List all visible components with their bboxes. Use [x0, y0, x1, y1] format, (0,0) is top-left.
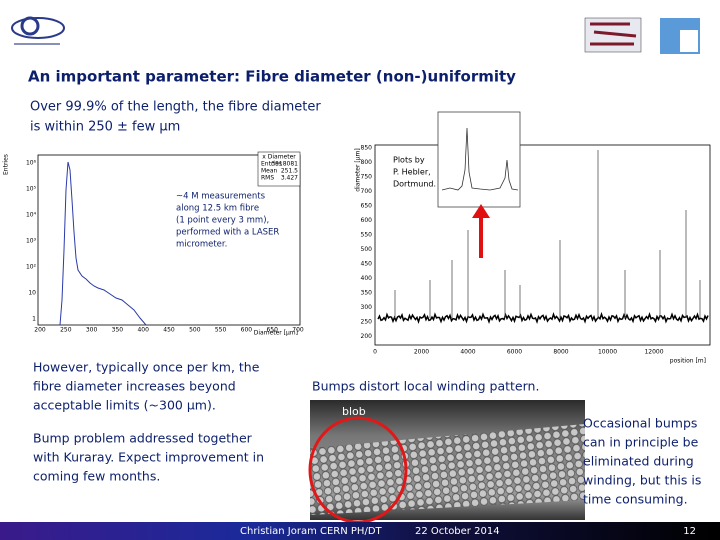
plot-frame	[374, 144, 711, 346]
x-tick-label: 200	[34, 327, 46, 334]
stats-value: 3.427	[281, 175, 298, 182]
logo-scifi	[660, 18, 700, 54]
noise-band	[377, 311, 709, 325]
y-tick-label: 1	[32, 316, 36, 323]
y-tick-label: 800	[361, 159, 373, 166]
text-line: However, typically once per km, the	[33, 360, 260, 375]
stats-key: RMS	[261, 175, 274, 182]
y-label: Entries	[3, 154, 10, 175]
annotation-line: micrometer.	[176, 240, 227, 250]
stats-key: Entries	[261, 161, 282, 168]
side-note-line: time consuming.	[583, 492, 688, 507]
annotation-line: (1 point every 3 mm),	[176, 216, 269, 226]
histogram-line	[59, 161, 147, 326]
annotation-line: performed with a LASER	[176, 228, 279, 238]
side-note-line: can in principle be	[583, 435, 699, 450]
footer-date: 22 October 2014	[415, 526, 500, 537]
x-tick-label: 350	[112, 327, 124, 334]
annotation-line: along 12.5 km fibre	[176, 204, 259, 214]
inset	[437, 111, 521, 208]
credit-line: P. Hebler,	[393, 168, 431, 177]
x-tick-label: 4000	[460, 349, 475, 356]
x-label: position [m]	[670, 358, 706, 365]
y-tick-label: 10	[28, 290, 36, 297]
text-line: fibre diameter increases beyond	[33, 379, 236, 394]
y-label: diameter [μm]	[355, 148, 362, 191]
y-tick-label: 850	[361, 145, 373, 152]
y-tick-label: 750	[361, 174, 373, 181]
annotation: ~4 M measurements along 12.5 km fibre (1…	[176, 192, 279, 250]
x-tick-label: 6000	[507, 349, 522, 356]
x-tick-label: 10000	[598, 349, 617, 356]
page-number: 12	[683, 526, 696, 537]
footer-author: Christian Joram CERN PH/DT	[240, 526, 383, 537]
stats-name: x Diameter	[262, 154, 296, 161]
y-tick-label: 10³	[26, 238, 37, 245]
y-tick-label: 600	[361, 217, 373, 224]
y-tick-label: 650	[361, 203, 373, 210]
y-tick-label: 10⁴	[26, 212, 37, 219]
y-tick-label: 500	[361, 246, 373, 253]
stats-box	[257, 151, 301, 187]
plot-frame	[37, 154, 301, 326]
y-tick-label: 10⁵	[26, 186, 37, 193]
y-tick-label: 550	[361, 232, 373, 239]
stats-key: Mean	[261, 168, 278, 175]
text-line: with Kuraray. Expect improvement in	[33, 450, 264, 465]
y-tick-label: 450	[361, 261, 373, 268]
credit-line: Plots by	[393, 156, 425, 165]
x-tick-label: 700	[292, 327, 304, 334]
side-note-line: eliminated during	[583, 454, 694, 469]
y-tick-label: 700	[361, 188, 373, 195]
intro-line: is within 250 ± few μm	[30, 120, 180, 135]
stats-value: 3918081	[271, 161, 298, 168]
side-note-line: winding, but this is	[583, 473, 701, 488]
x-label: Diameter [μm]	[254, 330, 298, 337]
y-tick-label: 300	[361, 304, 373, 311]
photo-caption: Bumps distort local winding pattern.	[312, 379, 539, 394]
y-tick-label: 200	[361, 333, 373, 340]
x-tick-label: 600	[241, 327, 253, 334]
x-tick-label: 12000	[644, 349, 663, 356]
x-tick-label: 300	[86, 327, 98, 334]
y-tick-label: 10⁶	[26, 160, 37, 167]
y-tick-label: 10²	[26, 264, 37, 271]
text-line: coming few months.	[33, 469, 160, 484]
photo: blob	[308, 400, 585, 524]
y-tick-label: 350	[361, 290, 373, 297]
x-tick-label: 550	[215, 327, 227, 334]
annotation-line: ~4 M measurements	[176, 192, 266, 202]
x-tick-label: 0	[373, 349, 377, 356]
stats-value: 251.5	[281, 168, 298, 175]
scan-plot: diameter [μm] position [m] 850 800 750 700 6…	[355, 145, 711, 365]
x-tick-label: 450	[163, 327, 175, 334]
text-line: Bump problem addressed together	[33, 431, 253, 446]
y-tick-label: 250	[361, 319, 373, 326]
spikes	[394, 150, 701, 318]
photo-label: blob	[342, 405, 366, 418]
logo-lhcb	[584, 17, 642, 53]
y-tick-label: 400	[361, 275, 373, 282]
x-tick-label: 500	[189, 327, 201, 334]
text-line: acceptable limits (~300 μm).	[33, 398, 216, 413]
x-tick-label: 250	[60, 327, 72, 334]
title: An important parameter: Fibre diameter (…	[28, 68, 516, 86]
histogram: x Diameter Entries Diameter [μm] 200 250 3…	[3, 151, 304, 337]
x-tick-label: 8000	[553, 349, 568, 356]
footer-bar	[0, 522, 720, 540]
credit-line: Dortmund.	[393, 180, 436, 189]
intro-line: Over 99.9% of the length, the fibre diam…	[30, 100, 321, 115]
x-tick-label: 650	[266, 327, 278, 334]
logo-left	[11, 16, 65, 45]
x-tick-label: 400	[137, 327, 149, 334]
red-arrow	[472, 204, 490, 258]
side-note-line: Occasional bumps	[583, 416, 697, 431]
x-tick-label: 2000	[414, 349, 429, 356]
